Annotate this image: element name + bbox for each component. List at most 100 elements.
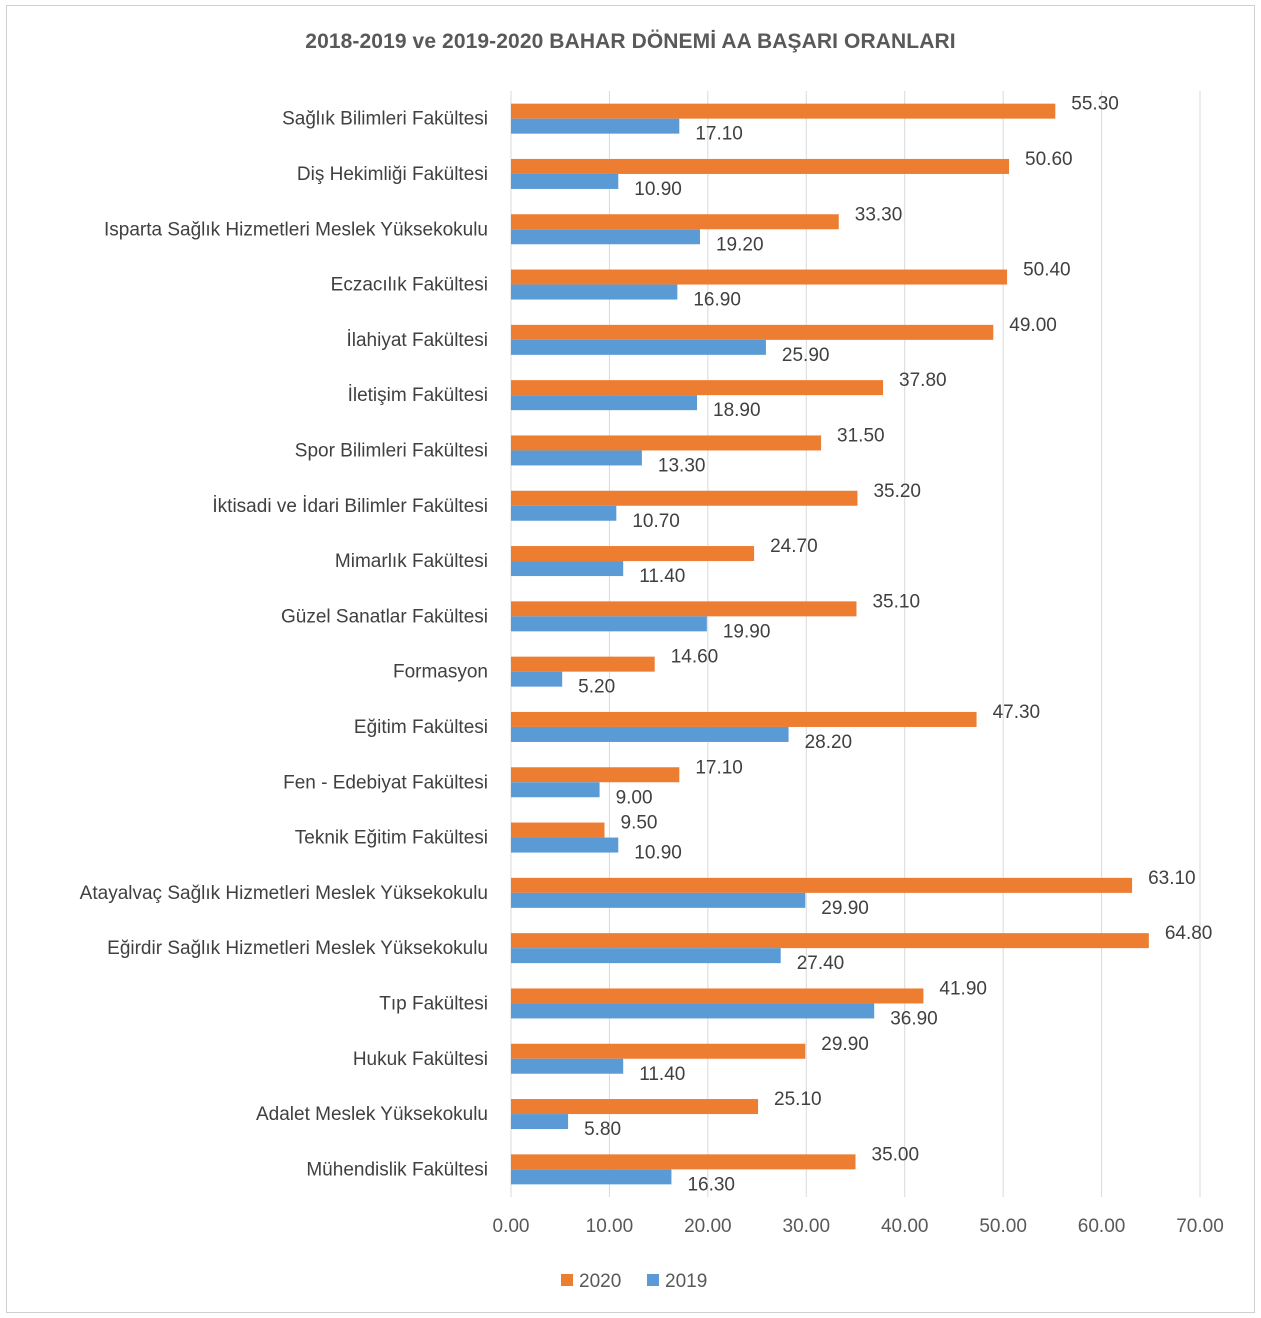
bar-2019 xyxy=(511,1058,624,1074)
category-label: Atayalvaç Sağlık Hizmetleri Meslek Yükse… xyxy=(80,883,488,904)
bar-2019 xyxy=(511,1003,875,1019)
gridlines xyxy=(510,91,1201,1197)
category-label: İletişim Fakültesi xyxy=(348,385,488,406)
category-label: Formasyon xyxy=(393,662,488,683)
data-label-2019: 25.90 xyxy=(782,345,830,366)
data-label-2019: 17.10 xyxy=(695,124,743,145)
bar-2019 xyxy=(511,892,806,908)
data-label-2019: 16.90 xyxy=(693,290,741,311)
bars xyxy=(511,103,1149,1185)
category-label: Sağlık Bilimleri Fakültesi xyxy=(282,109,488,130)
data-label-2020: 47.30 xyxy=(993,702,1041,723)
data-label-2019: 10.70 xyxy=(632,511,680,532)
category-label: Hukuk Fakültesi xyxy=(353,1049,488,1070)
bar-2020 xyxy=(511,988,924,1004)
data-label-2020: 35.10 xyxy=(872,591,920,612)
data-label-2019: 5.20 xyxy=(578,677,615,698)
bar-2020 xyxy=(511,877,1133,893)
bar-2019 xyxy=(511,1169,672,1185)
bar-2020 xyxy=(511,435,822,451)
data-label-2020: 35.00 xyxy=(872,1144,920,1165)
bar-2020 xyxy=(511,490,858,506)
category-label: Tıp Fakültesi xyxy=(379,993,488,1014)
category-label: Mimarlık Fakültesi xyxy=(335,551,488,572)
data-label-2020: 55.30 xyxy=(1071,94,1119,115)
data-label-2019: 13.30 xyxy=(658,455,706,476)
bar-2019 xyxy=(511,561,624,577)
category-label: Teknik Eğitim Fakültesi xyxy=(295,828,488,849)
category-label: Isparta Sağlık Hizmetleri Meslek Yükseko… xyxy=(104,219,488,240)
data-label-2019: 19.90 xyxy=(723,621,771,642)
bar-2020 xyxy=(511,822,605,838)
category-label: İlahiyat Fakültesi xyxy=(346,330,488,351)
data-label-2019: 16.30 xyxy=(687,1174,735,1195)
bar-2019 xyxy=(511,782,600,798)
category-label: İktisadi ve İdari Bilimler Fakültesi xyxy=(212,496,488,517)
data-label-2019: 11.40 xyxy=(639,566,685,587)
bar-2020 xyxy=(511,601,857,617)
bar-2020 xyxy=(511,1043,806,1059)
data-label-2020: 31.50 xyxy=(837,425,885,446)
chart-title: 2018-2019 ve 2019-2020 BAHAR DÖNEMİ AA B… xyxy=(305,30,956,53)
bar-2020 xyxy=(511,214,839,230)
bar-2020 xyxy=(511,656,655,672)
bar-2019 xyxy=(511,505,617,521)
legend-label-2020: 2020 xyxy=(579,1271,621,1292)
x-tick-label: 0.00 xyxy=(493,1216,530,1237)
category-label: Eczacılık Fakültesi xyxy=(331,275,488,296)
x-tick-label: 30.00 xyxy=(783,1216,831,1237)
bar-2020 xyxy=(511,380,884,396)
bar-2019 xyxy=(511,948,781,964)
bar-2019 xyxy=(511,726,789,742)
data-label-2020: 25.10 xyxy=(774,1089,822,1110)
data-label-2020: 50.40 xyxy=(1023,260,1071,281)
data-label-2019: 18.90 xyxy=(713,400,761,421)
category-label: Eğitim Fakültesi xyxy=(354,717,488,738)
bar-2020 xyxy=(511,711,977,727)
data-label-2020: 37.80 xyxy=(899,370,947,391)
data-label-2019: 11.40 xyxy=(639,1064,685,1085)
category-label: Fen - Edebiyat Fakültesi xyxy=(283,772,488,793)
data-label-2019: 10.90 xyxy=(634,179,682,200)
category-label: Mühendislik Fakültesi xyxy=(306,1159,488,1180)
x-tick-label: 20.00 xyxy=(684,1216,732,1237)
category-label: Adalet Meslek Yüksekokulu xyxy=(256,1104,488,1125)
data-label-2020: 41.90 xyxy=(939,978,987,999)
data-label-2020: 35.20 xyxy=(873,481,921,502)
legend: 2020 2019 xyxy=(561,1271,707,1292)
data-label-2020: 17.10 xyxy=(695,757,743,778)
category-label: Spor Bilimleri Fakültesi xyxy=(295,440,488,461)
x-tick-label: 70.00 xyxy=(1176,1216,1224,1237)
data-label-2019: 10.90 xyxy=(634,843,682,864)
bar-2020 xyxy=(511,767,680,783)
bar-2020 xyxy=(511,324,994,340)
bar-2020 xyxy=(511,1099,759,1115)
bar-2020 xyxy=(511,546,755,562)
bar-2019 xyxy=(511,173,619,189)
data-label-2019: 36.90 xyxy=(890,1008,938,1029)
data-label-2020: 64.80 xyxy=(1165,923,1213,944)
data-label-2020: 63.10 xyxy=(1148,868,1196,889)
bar-2019 xyxy=(511,229,700,245)
bar-2020 xyxy=(511,1154,856,1170)
bar-2019 xyxy=(511,450,642,466)
data-label-2020: 33.30 xyxy=(855,204,903,225)
data-label-2020: 49.00 xyxy=(1009,315,1057,336)
data-label-2019: 9.00 xyxy=(616,787,653,808)
data-label-2019: 29.90 xyxy=(821,898,869,919)
data-label-2019: 19.20 xyxy=(716,234,764,255)
bar-2019 xyxy=(511,118,680,134)
legend-swatch-2020 xyxy=(561,1274,573,1286)
data-label-2020: 14.60 xyxy=(671,647,719,668)
bar-2019 xyxy=(511,1114,569,1130)
category-label: Güzel Sanatlar Fakültesi xyxy=(281,606,488,627)
legend-label-2019: 2019 xyxy=(665,1271,707,1292)
x-tick-label: 10.00 xyxy=(586,1216,634,1237)
bar-2020 xyxy=(511,103,1056,119)
legend-swatch-2019 xyxy=(647,1274,659,1286)
x-tick-label: 60.00 xyxy=(1078,1216,1126,1237)
data-label-2020: 29.90 xyxy=(821,1034,869,1055)
bar-2020 xyxy=(511,158,1010,174)
bar-2019 xyxy=(511,395,698,411)
